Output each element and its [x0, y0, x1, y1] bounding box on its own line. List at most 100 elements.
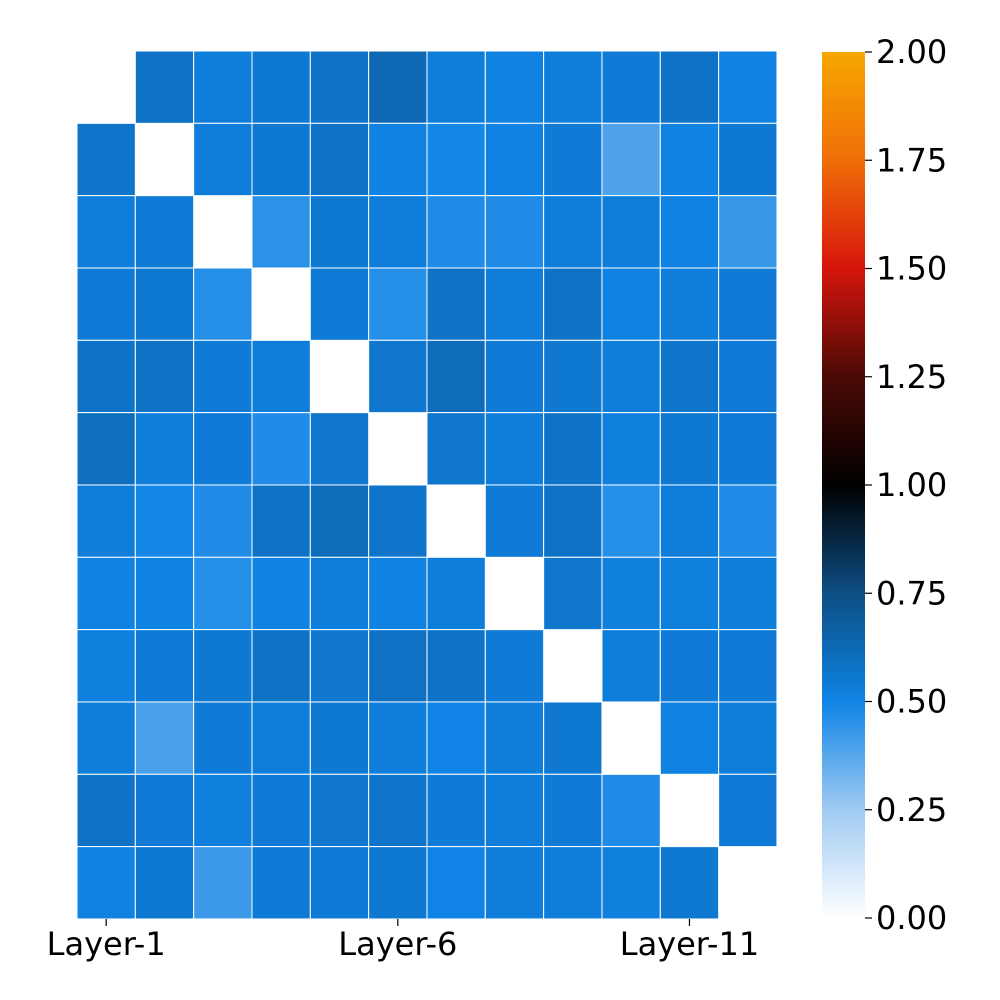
heatmap-cell	[193, 412, 253, 486]
heatmap-cell	[484, 267, 545, 341]
heatmap-cell	[251, 339, 311, 414]
heatmap-cell	[134, 50, 195, 124]
heatmap-cell	[76, 556, 136, 631]
heatmap-cell	[659, 629, 720, 703]
heatmap-cell	[134, 629, 195, 703]
heatmap-cell	[718, 122, 778, 197]
colorbar	[822, 52, 865, 918]
heatmap-cell	[659, 195, 720, 269]
heatmap-cell	[543, 412, 603, 486]
heatmap-cell	[134, 412, 195, 486]
heatmap-cell	[309, 484, 370, 558]
heatmap-cells	[76, 50, 778, 920]
heatmap-cell	[543, 701, 603, 775]
heatmap-cell	[368, 701, 428, 775]
x-tick-label: Layer-11	[620, 925, 759, 963]
heatmap-cell	[543, 339, 603, 414]
heatmap-cell	[309, 195, 370, 269]
heatmap-cell	[484, 629, 545, 703]
heatmap-cell	[426, 773, 486, 848]
heatmap-cell	[543, 556, 603, 631]
heatmap-cell	[601, 122, 661, 197]
heatmap-cell	[76, 412, 136, 486]
heatmap-cell	[76, 773, 136, 848]
heatmap-cell	[251, 556, 311, 631]
heatmap-cell	[659, 556, 720, 631]
heatmap-cell	[193, 267, 253, 341]
heatmap-cell	[368, 195, 428, 269]
heatmap-cell	[368, 846, 428, 920]
heatmap-cell	[601, 195, 661, 269]
heatmap-cell	[76, 339, 136, 414]
heatmap-cell	[251, 50, 311, 124]
heatmap-cell	[193, 50, 253, 124]
heatmap-cell	[601, 556, 661, 631]
heatmap-cell	[601, 267, 661, 341]
heatmap-cell	[484, 122, 545, 197]
heatmap-cell	[484, 846, 545, 920]
heatmap-cell	[659, 339, 720, 414]
colorbar-tick-label: 0.00	[876, 899, 947, 937]
heatmap-cell	[134, 773, 195, 848]
heatmap-cell	[251, 846, 311, 920]
heatmap-cell	[718, 556, 778, 631]
heatmap-cell	[134, 701, 195, 775]
heatmap-cell	[193, 773, 253, 848]
heatmap-cell	[718, 484, 778, 558]
heatmap-cell	[601, 773, 661, 848]
heatmap-cell	[309, 773, 370, 848]
heatmap-cell	[659, 701, 720, 775]
heatmap-cell	[251, 412, 311, 486]
heatmap-cell	[251, 484, 311, 558]
heatmap-cell	[601, 50, 661, 124]
heatmap-cell	[659, 267, 720, 341]
x-tick-label: Layer-1	[47, 925, 166, 963]
heatmap-cell	[134, 339, 195, 414]
heatmap-cell	[718, 339, 778, 414]
heatmap-cell	[426, 50, 486, 124]
heatmap-cell	[484, 701, 545, 775]
heatmap-cell	[134, 846, 195, 920]
heatmap-cell	[76, 122, 136, 197]
heatmap-cell	[718, 195, 778, 269]
heatmap-cell	[368, 556, 428, 631]
heatmap-cell	[659, 50, 720, 124]
heatmap-cell	[426, 412, 486, 486]
heatmap-cell	[718, 773, 778, 848]
heatmap-cell	[601, 412, 661, 486]
heatmap-cell	[251, 701, 311, 775]
colorbar-tick-label: 1.50	[876, 250, 947, 288]
heatmap-cell	[134, 195, 195, 269]
heatmap-cell	[193, 701, 253, 775]
heatmap-cell	[484, 412, 545, 486]
heatmap-cell	[659, 412, 720, 486]
heatmap-cell	[484, 484, 545, 558]
heatmap-cell	[484, 50, 545, 124]
heatmap-cell	[309, 267, 370, 341]
heatmap-cell	[368, 339, 428, 414]
heatmap-cell	[76, 195, 136, 269]
heatmap-cell	[309, 50, 370, 124]
heatmap-cell	[368, 267, 428, 341]
colorbar-tick-label: 1.75	[876, 141, 947, 179]
heatmap-cell	[309, 122, 370, 197]
heatmap-cell	[543, 773, 603, 848]
heatmap-cell	[76, 484, 136, 558]
heatmap-cell	[484, 195, 545, 269]
heatmap-cell	[543, 484, 603, 558]
heatmap-cell	[484, 773, 545, 848]
heatmap-cell	[76, 267, 136, 341]
heatmap-cell	[251, 195, 311, 269]
heatmap-cell	[309, 556, 370, 631]
heatmap-cell	[193, 484, 253, 558]
heatmap-cell	[601, 339, 661, 414]
heatmap-cell	[309, 846, 370, 920]
heatmap-cell	[718, 50, 778, 124]
heatmap-cell	[76, 629, 136, 703]
heatmap-cell	[193, 846, 253, 920]
heatmap-cell	[543, 122, 603, 197]
heatmap-cell	[484, 339, 545, 414]
colorbar-tick-label: 2.00	[876, 33, 947, 71]
heatmap-cell	[251, 122, 311, 197]
